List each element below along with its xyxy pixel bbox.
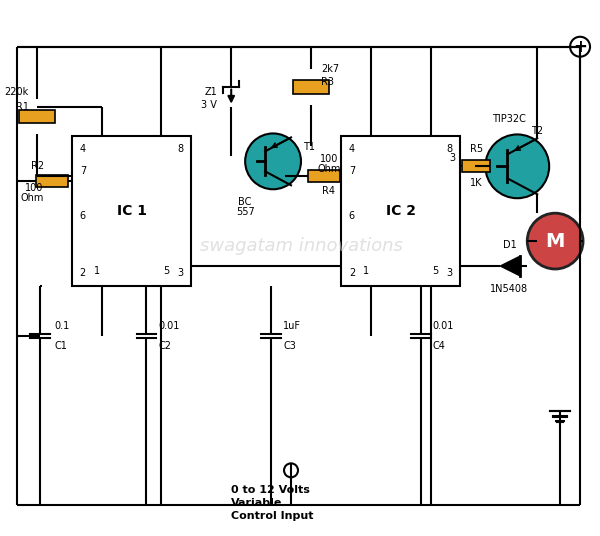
Text: 2: 2 xyxy=(80,268,86,278)
Text: BC: BC xyxy=(238,197,252,207)
Text: M: M xyxy=(545,232,565,251)
Text: C2: C2 xyxy=(158,341,172,351)
Text: R4: R4 xyxy=(322,187,335,196)
Circle shape xyxy=(245,133,301,189)
Text: 100: 100 xyxy=(25,183,44,193)
Text: T1: T1 xyxy=(303,143,315,152)
Text: IC 2: IC 2 xyxy=(386,204,416,218)
Text: 3: 3 xyxy=(449,153,455,163)
Text: 4: 4 xyxy=(349,144,355,154)
Text: R3: R3 xyxy=(321,77,334,87)
Text: 2k7: 2k7 xyxy=(321,64,339,73)
Text: R5: R5 xyxy=(470,144,483,154)
Text: 7: 7 xyxy=(80,166,86,176)
Text: 0.01: 0.01 xyxy=(433,321,454,331)
Bar xyxy=(19,109,55,123)
Text: 1: 1 xyxy=(363,266,369,276)
Bar xyxy=(463,160,490,172)
Text: Z1: Z1 xyxy=(205,87,217,96)
Text: R1: R1 xyxy=(16,101,29,111)
Text: 3: 3 xyxy=(446,268,452,278)
Text: R2: R2 xyxy=(31,161,44,172)
Circle shape xyxy=(485,135,549,198)
Text: Control Input: Control Input xyxy=(231,511,314,521)
Text: 8: 8 xyxy=(177,144,184,154)
Text: 3 V: 3 V xyxy=(202,100,217,109)
Text: 100: 100 xyxy=(320,154,338,165)
Polygon shape xyxy=(500,256,520,276)
Text: IC 1: IC 1 xyxy=(116,204,146,218)
Text: 2: 2 xyxy=(349,268,355,278)
Text: 557: 557 xyxy=(236,207,254,217)
Text: Ohm: Ohm xyxy=(317,165,341,174)
Text: 6: 6 xyxy=(80,211,86,221)
Bar xyxy=(72,137,191,286)
Circle shape xyxy=(570,37,590,57)
Circle shape xyxy=(527,213,583,269)
Text: swagatam innovations: swagatam innovations xyxy=(200,237,403,255)
Text: 1K: 1K xyxy=(470,178,482,188)
Text: 4: 4 xyxy=(80,144,86,154)
Text: 3: 3 xyxy=(177,268,184,278)
Text: 6: 6 xyxy=(349,211,355,221)
Text: 0.1: 0.1 xyxy=(55,321,70,331)
Text: 1uF: 1uF xyxy=(283,321,301,331)
Bar xyxy=(293,80,329,94)
Text: 1: 1 xyxy=(94,266,100,276)
Text: TIP32C: TIP32C xyxy=(493,115,526,124)
Text: 8: 8 xyxy=(446,144,452,154)
Text: 0 to 12 Volts: 0 to 12 Volts xyxy=(231,485,310,495)
Bar xyxy=(341,137,460,286)
Text: Variable: Variable xyxy=(231,498,283,508)
Text: +: + xyxy=(573,38,587,56)
Text: 220k: 220k xyxy=(5,87,29,96)
Circle shape xyxy=(284,463,298,478)
Text: 1N5408: 1N5408 xyxy=(490,284,528,294)
Text: 7: 7 xyxy=(349,166,355,176)
Text: Ohm: Ohm xyxy=(20,193,44,203)
Text: C3: C3 xyxy=(283,341,296,351)
Text: D1: D1 xyxy=(503,240,517,250)
Text: 0.01: 0.01 xyxy=(158,321,180,331)
Text: 5: 5 xyxy=(433,266,439,276)
Text: T2: T2 xyxy=(531,126,544,137)
Text: C4: C4 xyxy=(433,341,445,351)
Text: 5: 5 xyxy=(163,266,170,276)
Bar xyxy=(308,170,340,182)
Bar xyxy=(36,175,68,187)
Text: C1: C1 xyxy=(55,341,68,351)
